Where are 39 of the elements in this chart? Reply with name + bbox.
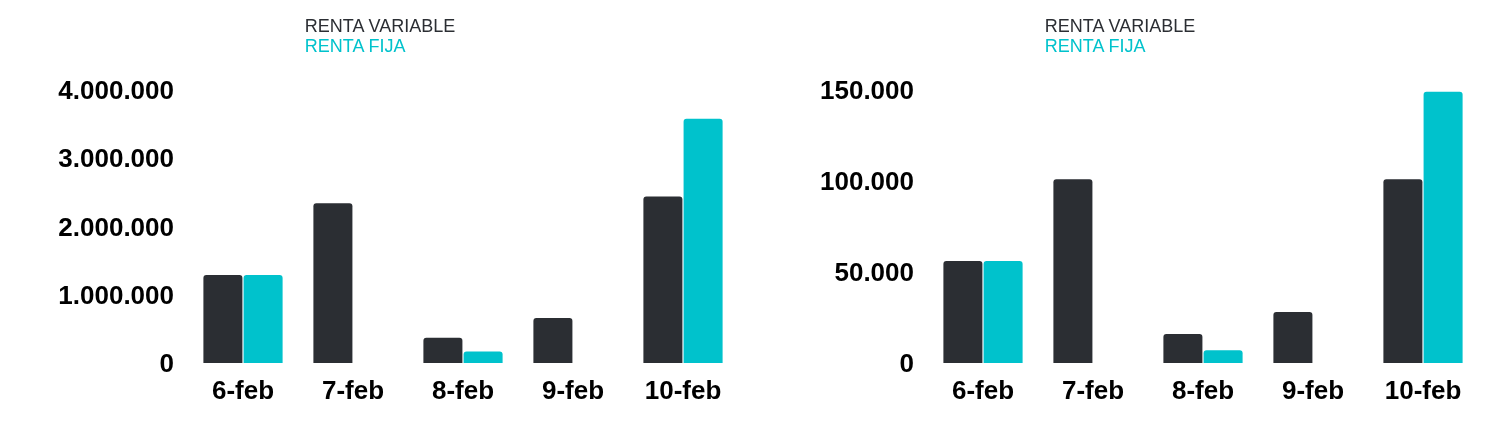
x-tick-label: 10-feb — [644, 375, 722, 405]
bar — [533, 317, 573, 363]
bar — [203, 274, 243, 363]
y-tick-label: 1.000.000 — [58, 279, 174, 310]
bar — [943, 261, 983, 363]
bar — [243, 274, 283, 363]
bar — [463, 351, 503, 363]
bar — [983, 261, 1023, 363]
x-tick-label: 7-feb — [321, 375, 385, 405]
x-tick-label: 8-feb — [1171, 375, 1235, 405]
x-tick-label: 7-feb — [1061, 375, 1125, 405]
y-tick-label: 50.000 — [834, 257, 914, 287]
bar — [683, 118, 723, 363]
text: RENTA FIJA — [1044, 36, 1146, 56]
y-tick-label: 0 — [899, 348, 914, 378]
x-tick-label: 6-feb — [951, 375, 1015, 405]
bar — [1273, 312, 1313, 363]
bar — [313, 203, 353, 363]
x-tick-label: 9-feb — [541, 375, 605, 405]
x-tick-label: 6-feb — [211, 375, 275, 405]
y-tick-label: 4.000.000 — [58, 75, 174, 105]
bar — [1203, 350, 1243, 363]
bar — [1423, 91, 1463, 363]
bar — [1383, 179, 1423, 363]
y-tick-label: 100.000 — [820, 166, 914, 196]
x-tick-label: 9-feb — [1281, 375, 1345, 405]
y-tick-label: 2.000.000 — [58, 211, 174, 242]
text: RENTA VARIABLE — [1044, 16, 1196, 36]
y-tick-label: 0 — [159, 348, 174, 378]
bar — [423, 337, 463, 363]
bar — [1053, 179, 1093, 363]
x-tick-label: 8-feb — [431, 375, 495, 405]
text: RENTA FIJA — [304, 36, 406, 56]
bar — [643, 196, 683, 363]
y-tick-label: 150.000 — [820, 75, 914, 105]
bar — [1163, 333, 1203, 363]
y-tick-label: 3.000.000 — [58, 143, 174, 174]
x-tick-label: 10-feb — [1384, 375, 1462, 405]
text: RENTA VARIABLE — [304, 16, 456, 36]
